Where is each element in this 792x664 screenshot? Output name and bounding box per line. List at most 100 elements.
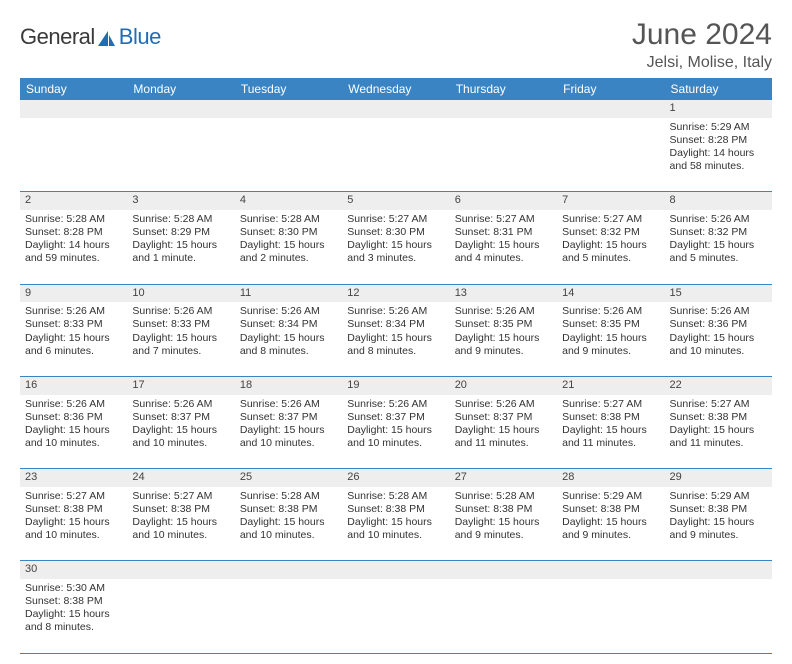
day-number: 28	[557, 469, 664, 487]
daylight-text: Daylight: 15 hours and 9 minutes.	[455, 516, 552, 542]
sunrise-text: Sunrise: 5:27 AM	[670, 398, 767, 411]
day-cell: Sunrise: 5:27 AMSunset: 8:30 PMDaylight:…	[342, 210, 449, 284]
sunset-text: Sunset: 8:34 PM	[240, 318, 337, 331]
day-cell: Sunrise: 5:26 AMSunset: 8:37 PMDaylight:…	[235, 395, 342, 469]
daylight-text: Daylight: 15 hours and 10 minutes.	[347, 516, 444, 542]
sunset-text: Sunset: 8:34 PM	[347, 318, 444, 331]
sunrise-text: Sunrise: 5:28 AM	[347, 490, 444, 503]
daylight-text: Daylight: 15 hours and 10 minutes.	[132, 516, 229, 542]
daylight-text: Daylight: 15 hours and 10 minutes.	[670, 332, 767, 358]
daylight-text: Daylight: 15 hours and 1 minute.	[132, 239, 229, 265]
sunset-text: Sunset: 8:33 PM	[25, 318, 122, 331]
day-number: 24	[127, 469, 234, 487]
daylight-text: Daylight: 15 hours and 10 minutes.	[25, 516, 122, 542]
day-cell: Sunrise: 5:27 AMSunset: 8:38 PMDaylight:…	[127, 487, 234, 561]
sunset-text: Sunset: 8:32 PM	[562, 226, 659, 239]
day-cell	[342, 118, 449, 192]
sunrise-text: Sunrise: 5:26 AM	[670, 213, 767, 226]
sunrise-text: Sunrise: 5:27 AM	[132, 490, 229, 503]
daylight-text: Daylight: 15 hours and 9 minutes.	[455, 332, 552, 358]
sunset-text: Sunset: 8:33 PM	[132, 318, 229, 331]
sunset-text: Sunset: 8:37 PM	[347, 411, 444, 424]
day-number: 18	[235, 376, 342, 394]
day-number: 16	[20, 376, 127, 394]
daynum-row: 23242526272829	[20, 469, 772, 487]
sunset-text: Sunset: 8:38 PM	[240, 503, 337, 516]
day-number: 23	[20, 469, 127, 487]
day-cell: Sunrise: 5:26 AMSunset: 8:36 PMDaylight:…	[665, 302, 772, 376]
day-cell	[557, 579, 664, 653]
week-row: Sunrise: 5:26 AM Sunset: 8:33 PM Daylight:…	[20, 302, 772, 376]
daylight-text: Daylight: 15 hours and 11 minutes.	[455, 424, 552, 450]
day-cell: Sunrise: 5:27 AMSunset: 8:38 PMDaylight:…	[20, 487, 127, 561]
daylight-text: Daylight: 15 hours and 8 minutes.	[347, 332, 444, 358]
day-number: 30	[20, 561, 127, 579]
logo-word1: General	[20, 24, 95, 50]
sunrise-text: Sunrise: 5:27 AM	[562, 398, 659, 411]
day-cell	[235, 579, 342, 653]
sunset-text: Sunset: 8:37 PM	[132, 411, 229, 424]
day-number	[557, 561, 664, 579]
day-number: 6	[450, 192, 557, 210]
day-number: 3	[127, 192, 234, 210]
day-number: 2	[20, 192, 127, 210]
daylight-text: Daylight: 15 hours and 2 minutes.	[240, 239, 337, 265]
day-cell: Sunrise: 5:26 AMSunset: 8:34 PMDaylight:…	[235, 302, 342, 376]
sunrise-text: Sunrise: 5:26 AM	[347, 398, 444, 411]
daylight-text: Daylight: 15 hours and 9 minutes.	[562, 516, 659, 542]
day-cell: Sunrise: 5:26 AMSunset: 8:35 PMDaylight:…	[450, 302, 557, 376]
day-cell: Sunrise: 5:26 AMSunset: 8:37 PMDaylight:…	[127, 395, 234, 469]
day-cell: Sunrise: 5:28 AMSunset: 8:28 PMDaylight:…	[20, 210, 127, 284]
sunset-text: Sunset: 8:35 PM	[455, 318, 552, 331]
day-number	[557, 100, 664, 118]
sunrise-text: Sunrise: 5:27 AM	[347, 213, 444, 226]
day-header: Sunday	[20, 78, 127, 100]
day-number: 21	[557, 376, 664, 394]
sunrise-text: Sunrise: 5:26 AM	[562, 305, 659, 318]
sunrise-text: Sunrise: 5:26 AM	[25, 398, 122, 411]
sunrise-text: Sunrise: 5:28 AM	[132, 213, 229, 226]
day-cell: Sunrise: 5:27 AMSunset: 8:38 PMDaylight:…	[665, 395, 772, 469]
day-number	[20, 100, 127, 118]
day-cell	[557, 118, 664, 192]
sunset-text: Sunset: 8:28 PM	[670, 134, 767, 147]
sunset-text: Sunset: 8:38 PM	[347, 503, 444, 516]
daylight-text: Daylight: 15 hours and 11 minutes.	[562, 424, 659, 450]
day-header-row: Sunday Monday Tuesday Wednesday Thursday…	[20, 78, 772, 100]
sunset-text: Sunset: 8:30 PM	[347, 226, 444, 239]
week-row: Sunrise: 5:29 AMSunset: 8:28 PMDaylight:…	[20, 118, 772, 192]
daylight-text: Daylight: 15 hours and 3 minutes.	[347, 239, 444, 265]
daylight-text: Daylight: 14 hours and 59 minutes.	[25, 239, 122, 265]
sunset-text: Sunset: 8:38 PM	[25, 503, 122, 516]
daylight-text: Daylight: 14 hours and 58 minutes.	[670, 147, 767, 173]
day-number: 9	[20, 284, 127, 302]
sunrise-text: Sunrise: 5:26 AM	[132, 398, 229, 411]
daylight-text: Daylight: 15 hours and 10 minutes.	[132, 424, 229, 450]
daylight-text: Daylight: 15 hours and 10 minutes.	[347, 424, 444, 450]
day-number: 17	[127, 376, 234, 394]
day-cell: Sunrise: 5:29 AMSunset: 8:28 PMDaylight:…	[665, 118, 772, 192]
sunset-text: Sunset: 8:37 PM	[455, 411, 552, 424]
day-cell: Sunrise: 5:30 AMSunset: 8:38 PMDaylight:…	[20, 579, 127, 653]
day-number	[665, 561, 772, 579]
sunrise-text: Sunrise: 5:26 AM	[455, 305, 552, 318]
sunset-text: Sunset: 8:32 PM	[670, 226, 767, 239]
day-cell: Sunrise: 5:29 AMSunset: 8:38 PMDaylight:…	[665, 487, 772, 561]
day-cell: Sunrise: 5:27 AMSunset: 8:32 PMDaylight:…	[557, 210, 664, 284]
day-header: Friday	[557, 78, 664, 100]
day-number	[450, 100, 557, 118]
sunrise-text: Sunrise: 5:28 AM	[240, 213, 337, 226]
week-row: Sunrise: 5:27 AMSunset: 8:38 PMDaylight:…	[20, 487, 772, 561]
day-cell	[20, 118, 127, 192]
day-number	[235, 100, 342, 118]
sunrise-text: Sunrise: 5:26 AM	[455, 398, 552, 411]
day-cell: Sunrise: 5:27 AMSunset: 8:38 PMDaylight:…	[557, 395, 664, 469]
day-number	[342, 100, 449, 118]
day-number: 10	[127, 284, 234, 302]
day-cell	[450, 579, 557, 653]
sunset-text: Sunset: 8:36 PM	[670, 318, 767, 331]
day-cell	[127, 118, 234, 192]
day-cell	[127, 579, 234, 653]
sunset-text: Sunset: 8:38 PM	[562, 503, 659, 516]
sunrise-text: Sunrise: 5:27 AM	[455, 213, 552, 226]
